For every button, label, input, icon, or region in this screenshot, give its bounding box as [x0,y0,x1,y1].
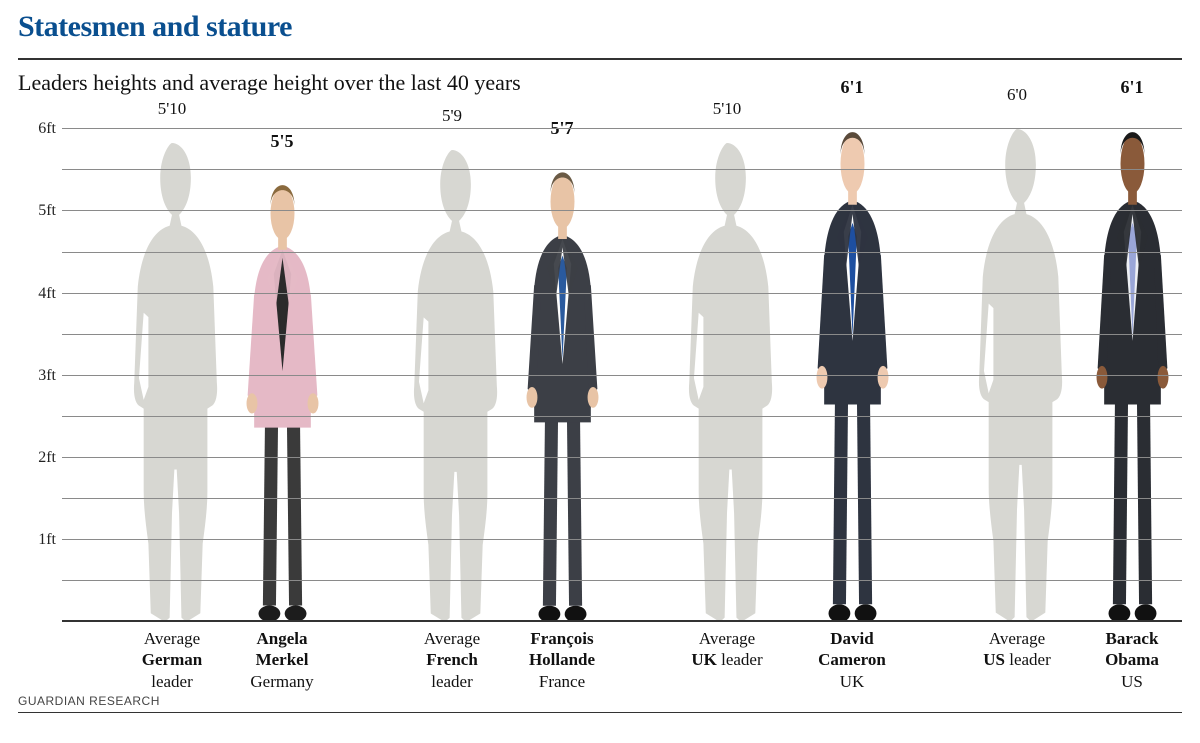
average-silhouette [668,143,786,622]
caption-line: Germany [250,671,313,692]
height-label: 5'5 [270,131,293,152]
caption-line: Obama [1105,649,1159,670]
leader-figure-icon [1078,123,1187,622]
gridline [62,416,1182,417]
rule-bottom [18,712,1182,713]
caption-line: François [529,628,595,649]
height-label: 5'10 [158,99,187,119]
credit-line: GUARDIAN RESEARCH [18,694,1182,708]
height-label: 5'9 [442,106,462,126]
gridline [62,293,1182,294]
leader-figure-icon [228,177,337,622]
caption-average: AverageUS leader [983,628,1051,671]
height-chart: 6ft 5ft 4ft 3ft 2ft 1ft 5'10 5'5 [18,102,1182,622]
caption-line: UK [818,671,886,692]
silhouette-icon [393,150,511,622]
caption-leader: BarackObamaUS [1105,628,1159,692]
height-label: 6'1 [1120,77,1143,98]
gridline [62,169,1182,170]
caption-line: David [818,628,886,649]
caption-line: Hollande [529,649,595,670]
caption-leader: FrançoisHollandeFrance [529,628,595,692]
caption-line: Average [691,628,762,649]
y-tick-label: 4ft [38,285,56,303]
caption-line: Merkel [250,649,313,670]
headline: Statesmen and stature [18,10,1182,44]
silhouette-icon [113,143,231,622]
leader-figure-icon [508,164,617,622]
average-silhouette [113,143,231,622]
gridline [62,498,1182,499]
caption-line: France [529,671,595,692]
y-tick-label: 3ft [38,367,56,385]
caption-line: Average [983,628,1051,649]
leader-figure [228,177,337,622]
average-silhouette [958,129,1076,622]
gridline [62,334,1182,335]
caption-line: leader [424,671,480,692]
gridline [62,252,1182,253]
rule-top [18,58,1182,60]
page: Statesmen and stature Leaders heights an… [0,0,1200,743]
gridline [62,210,1182,211]
caption-leader: AngelaMerkelGermany [250,628,313,692]
y-tick-label: 2ft [38,449,56,467]
caption-line: leader [142,671,202,692]
caption-average: AverageGermanleader [142,628,202,692]
caption-line: Barack [1105,628,1159,649]
gridline [62,539,1182,540]
caption-average: AverageUK leader [691,628,762,671]
leader-figure [798,123,907,622]
caption-average: AverageFrenchleader [424,628,480,692]
caption-line: UK leader [691,649,762,670]
caption-line: Average [424,628,480,649]
gridline [62,375,1182,376]
silhouette-icon [668,143,786,622]
average-silhouette [393,150,511,622]
caption-line: German [142,649,202,670]
caption-line: Average [142,628,202,649]
captions-row: AverageGermanleaderAngelaMerkelGermanyAv… [62,622,1182,692]
y-tick-label: 6ft [38,120,56,138]
caption-line: Cameron [818,649,886,670]
leader-figure [1078,123,1187,622]
height-label: 6'1 [840,77,863,98]
silhouette-icon [958,129,1076,622]
leader-figure-icon [798,123,907,622]
caption-line: Angela [250,628,313,649]
plot-area: 5'10 5'5 5'9 [62,102,1182,622]
caption-line: French [424,649,480,670]
y-axis: 6ft 5ft 4ft 3ft 2ft 1ft [18,102,62,622]
leader-figure [508,164,617,622]
caption-line: US [1105,671,1159,692]
gridline [62,128,1182,129]
y-tick-label: 1ft [38,531,56,549]
figures-layer: 5'10 5'5 5'9 [62,102,1182,622]
height-label: 6'0 [1007,85,1027,105]
gridline [62,580,1182,581]
y-tick-label: 5ft [38,202,56,220]
caption-leader: DavidCameronUK [818,628,886,692]
gridline [62,457,1182,458]
caption-line: US leader [983,649,1051,670]
height-label: 5'10 [713,99,742,119]
